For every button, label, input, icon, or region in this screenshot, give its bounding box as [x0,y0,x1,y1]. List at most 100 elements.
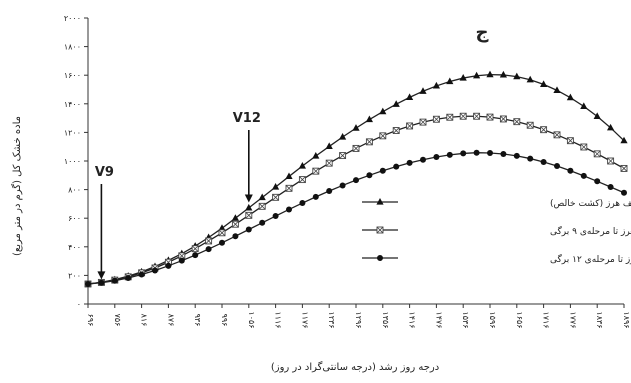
data-point [580,172,587,179]
data-point [473,71,481,79]
y-tick-label: ۱۰۰۰ [64,157,81,166]
data-point [379,107,387,115]
marker-cross [258,203,266,210]
legend-marker [376,226,384,234]
data-point [473,112,481,120]
data-point [218,229,226,237]
marker-cross [392,127,400,134]
data-point [272,183,280,190]
data-point [365,115,373,123]
data-point [553,86,561,93]
marker-cross [540,126,547,133]
data-point [580,102,588,109]
data-point [419,87,427,94]
marker-cross [312,167,320,175]
x-axis-label: درجه روز رشد (درجه سانتی‌گراد در روز) [271,361,439,373]
data-point [540,80,548,87]
x-tick-label: ۹۹۶ [220,314,229,327]
marker-cross [473,112,480,120]
x-tick-label: ۱۲۹۶ [354,311,363,328]
x-tick-label: ۱۴۷۶ [434,311,443,328]
marker-cross [299,176,306,183]
x-tick-label: ۶۹۶ [86,314,95,327]
data-point [607,123,615,131]
data-point [607,184,614,191]
data-point [554,163,560,170]
data-point [513,72,521,80]
data-point [205,237,213,245]
legend-entry-1: تیمار عاری از علف هرز (کشت خالص) [362,198,631,209]
data-point [392,100,400,107]
data-point [258,193,266,201]
data-point [594,178,601,185]
data-point [152,267,158,274]
series-3 [85,149,627,287]
data-point [392,127,400,134]
marker-cross [486,113,494,121]
marker-cross [513,118,521,125]
data-point [486,113,494,121]
data-point [513,152,520,159]
legend-label: تیمار حضور علف هرز تا مرحله‌ی ۱۲ برگی [550,253,631,265]
x-tick-label: ۱۸۳۶ [595,311,604,328]
x-tick-label: ۸۱۶ [140,314,149,327]
data-point [219,239,225,246]
legend-marker [376,198,384,205]
data-point [473,149,480,156]
data-point [567,167,574,174]
x-tick-label: ۹۳۶ [193,314,202,327]
data-point [379,132,387,140]
marker-cross [366,138,373,146]
data-point [566,93,574,101]
x-tick-label: ۱۶۵۶ [515,311,524,328]
x-tick-label: ۱۱۱۶ [274,311,283,328]
data-point [125,274,132,281]
data-point [446,113,454,121]
data-point [339,182,346,189]
data-point [527,155,534,162]
data-point [593,112,601,119]
marker-cross [406,122,413,130]
data-point [459,74,467,81]
data-point [432,81,440,89]
marker-cross [567,137,574,144]
data-point [111,277,118,284]
data-point [486,70,494,78]
data-point [365,138,373,146]
data-point [593,150,601,158]
data-point [192,252,199,259]
legend-label: تیمار حضور علف هرز تا مرحله‌ی ۹ برگی [550,225,631,237]
marker-cross [607,157,614,165]
x-tick-label: ۱۳۵۶ [381,311,390,328]
series-2 [84,112,628,288]
marker-cross [245,212,253,219]
data-point [526,75,534,83]
x-tick-label: ۱۴۱۶ [408,311,417,328]
data-point [298,162,306,169]
marker-cross [500,115,507,123]
data-point [499,70,507,78]
data-point [620,164,628,172]
data-point [459,112,467,120]
y-tick-label: ۲۰۰ [68,271,81,280]
marker-cross [205,237,212,245]
data-point [285,184,293,192]
data-point [285,172,293,180]
data-point [312,151,320,159]
data-point [245,211,253,219]
x-tick-label: ۱۱۷۶ [300,311,309,328]
marker-cross [553,131,561,139]
annotation-arrow-head [244,194,253,203]
marker-cross [352,145,360,152]
marker-cross [325,159,333,167]
y-tick-label: ۴۰۰ [68,243,81,252]
y-tick-label: ۱۶۰۰ [64,71,81,80]
x-tick-label: ۱۷۷۶ [568,311,577,328]
marker-cross [593,150,601,158]
data-point [339,132,347,140]
data-point [325,159,333,167]
legend: تیمار عاری از علف هرز (کشت خالص) تیمار حض… [362,198,631,265]
legend-marker [377,255,383,261]
data-point [607,157,615,165]
